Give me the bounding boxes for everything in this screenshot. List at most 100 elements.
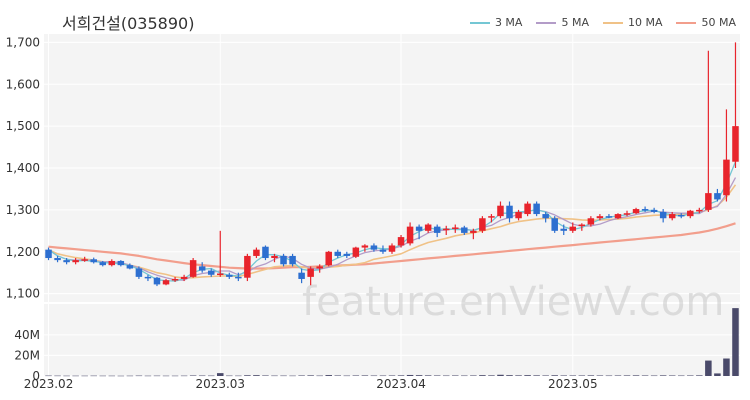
volume-bar xyxy=(325,375,332,376)
candle-body xyxy=(108,260,116,266)
candle xyxy=(280,253,287,267)
volume-bar xyxy=(289,375,296,377)
candle-body xyxy=(605,216,613,218)
volume-bar xyxy=(515,375,522,376)
candle-body xyxy=(433,226,441,233)
volume-bar xyxy=(723,358,730,376)
volume-bar xyxy=(352,375,360,376)
volume-bar xyxy=(235,375,242,377)
candle-body xyxy=(650,209,658,212)
candle-body xyxy=(54,258,61,261)
volume-bar xyxy=(189,375,197,376)
legend-item: 50 MA xyxy=(676,16,736,29)
candle-body xyxy=(72,260,79,263)
candle xyxy=(316,264,323,273)
candle xyxy=(488,214,495,223)
candle-body xyxy=(226,274,233,277)
volume-bar xyxy=(569,375,577,376)
candle xyxy=(45,247,52,261)
volume-bar xyxy=(632,375,640,376)
candle-body xyxy=(470,230,477,233)
volume-bar xyxy=(226,375,233,377)
volume-bar xyxy=(659,375,667,376)
volume-bar xyxy=(461,375,468,377)
candle xyxy=(153,276,161,287)
candle xyxy=(388,243,396,254)
chart-title: 서희건설(035890) xyxy=(62,14,195,33)
volume-bar xyxy=(171,375,179,377)
volume-bar xyxy=(551,375,558,376)
candle xyxy=(135,266,143,279)
volume-bar xyxy=(298,375,305,376)
volume-bar xyxy=(560,375,567,376)
candle-body xyxy=(361,245,369,248)
price-tick-label: 1,700 xyxy=(6,35,40,49)
candle xyxy=(271,253,278,263)
volume-bar xyxy=(334,375,342,376)
volume-bar xyxy=(732,308,739,376)
legend-swatch xyxy=(602,21,623,24)
candle xyxy=(90,257,97,264)
candle xyxy=(569,222,577,233)
candle xyxy=(687,209,694,219)
candle xyxy=(370,243,378,252)
volume-bar xyxy=(596,375,604,376)
candle xyxy=(623,210,631,217)
volume-bar xyxy=(470,375,477,376)
volume-bar xyxy=(479,375,486,376)
legend-item: 5 MA xyxy=(536,16,589,29)
candle-body xyxy=(388,245,396,252)
volume-bar xyxy=(135,375,143,377)
candle-body xyxy=(732,126,739,162)
candle-body xyxy=(668,214,676,219)
date-tick-label: 2023.04 xyxy=(376,377,426,391)
candle-body xyxy=(723,159,730,196)
candle xyxy=(343,251,351,259)
candle xyxy=(452,224,459,233)
candle-body xyxy=(253,249,260,256)
candle xyxy=(325,250,332,267)
volume-bar xyxy=(343,375,351,377)
candle xyxy=(406,222,414,246)
volume-bar xyxy=(433,375,441,376)
candle-body xyxy=(461,227,468,233)
volume-bar xyxy=(217,373,224,376)
candle xyxy=(289,253,296,267)
volume-bar xyxy=(99,375,107,377)
candle xyxy=(189,258,197,278)
volume-bar xyxy=(705,360,712,376)
candle-body xyxy=(623,213,631,215)
volume-bar xyxy=(90,375,97,377)
candle xyxy=(334,249,342,259)
volume-bar xyxy=(280,375,287,377)
candle-body xyxy=(45,249,52,259)
candle xyxy=(207,268,215,277)
candle xyxy=(641,206,649,212)
volume-bar xyxy=(370,375,378,377)
candle-body xyxy=(379,249,387,252)
volume-bar xyxy=(198,375,206,377)
candle xyxy=(397,235,405,248)
candle-body xyxy=(316,266,323,269)
volume-bar xyxy=(488,375,495,376)
candle-body xyxy=(587,218,595,225)
candle-body xyxy=(81,259,88,261)
volume-bar xyxy=(72,375,79,377)
price-tick-label: 1,400 xyxy=(6,161,40,175)
volume-bar xyxy=(452,375,459,376)
ma10-line xyxy=(48,184,737,279)
candle-body xyxy=(307,268,314,277)
volume-bar xyxy=(316,375,323,377)
candle-body xyxy=(90,259,97,263)
volume-bar xyxy=(108,375,116,377)
candle-body xyxy=(397,237,405,246)
candle-body xyxy=(497,205,504,217)
volume-bar xyxy=(117,375,125,377)
candle-body xyxy=(262,246,269,259)
candle-body xyxy=(551,218,558,231)
legend-swatch xyxy=(536,21,557,24)
volume-bar xyxy=(687,375,694,376)
volume-bar xyxy=(497,374,504,376)
candle-body xyxy=(415,226,423,231)
volume-bar xyxy=(397,375,405,376)
